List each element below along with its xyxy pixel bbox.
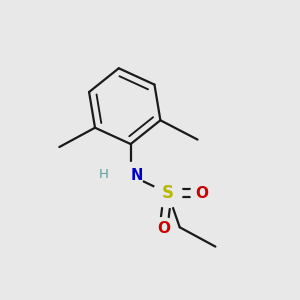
Text: O: O	[157, 221, 170, 236]
Circle shape	[152, 218, 175, 240]
Text: O: O	[196, 186, 208, 201]
Circle shape	[191, 182, 213, 204]
Text: N: N	[131, 168, 143, 183]
Circle shape	[154, 179, 182, 207]
Text: H: H	[98, 168, 108, 181]
Circle shape	[118, 163, 143, 188]
Text: S: S	[162, 184, 174, 202]
